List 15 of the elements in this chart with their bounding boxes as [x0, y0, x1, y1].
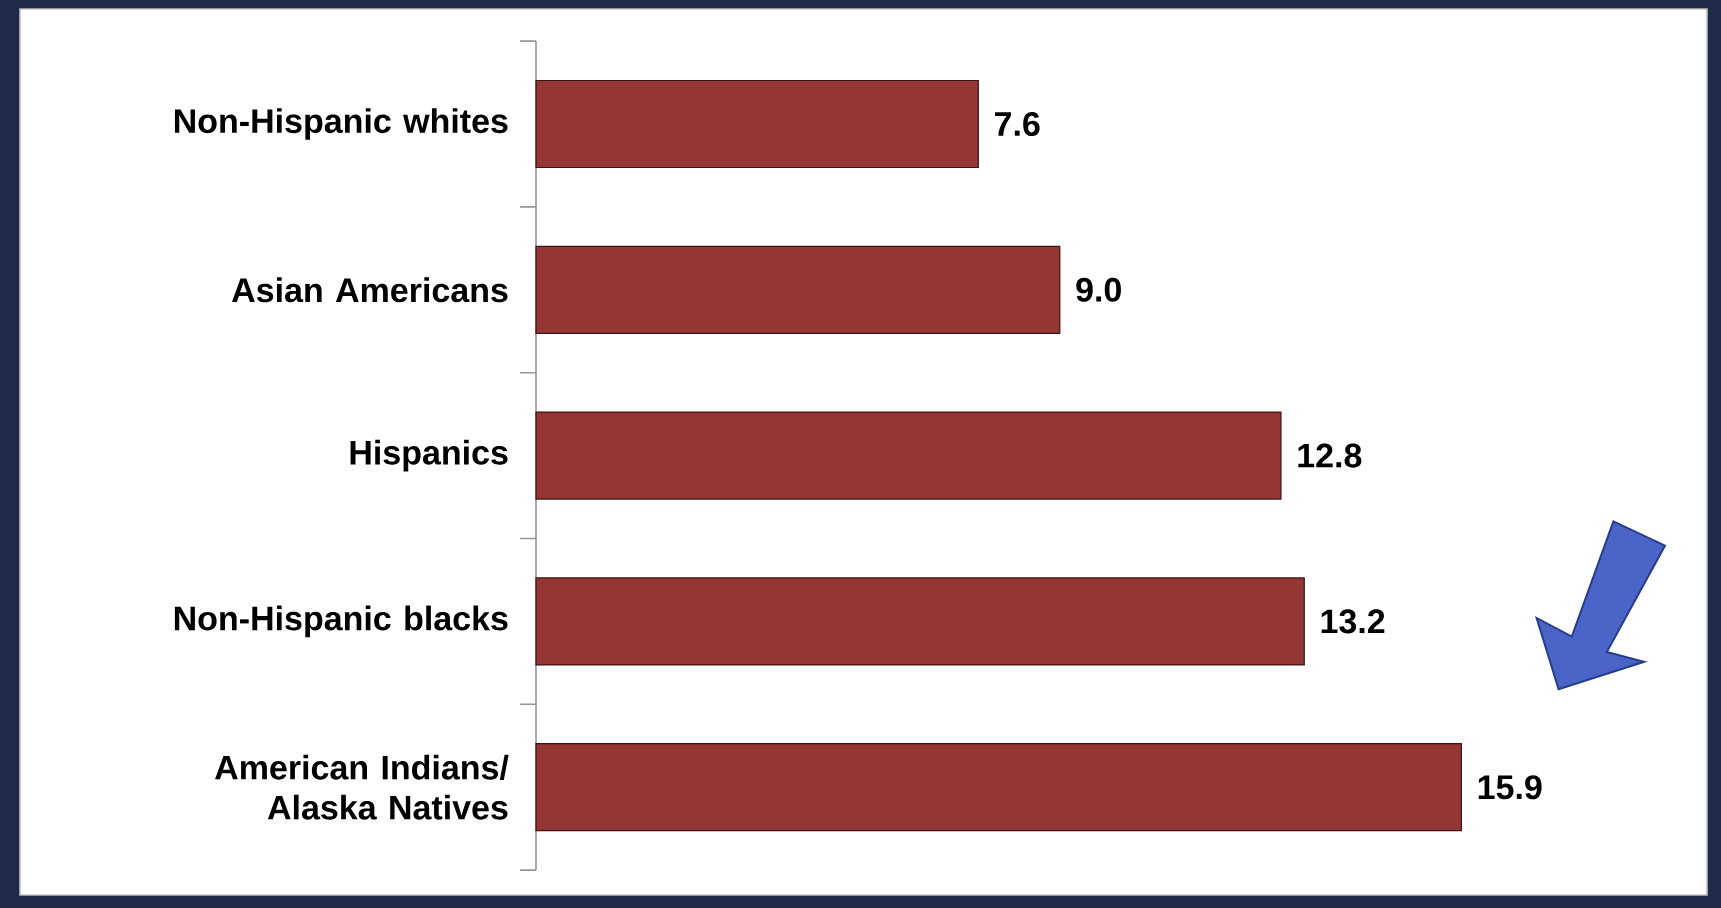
data-label: 7.6 — [995, 111, 1040, 137]
y-tick-label: Hispanics — [350, 439, 508, 472]
bar — [535, 79, 979, 169]
data-label: 13.2 — [1321, 609, 1385, 634]
bar — [535, 743, 1462, 832]
y-tick-label: American Indians/ Alaska Natives — [215, 754, 509, 820]
data-label: 9.0 — [1076, 277, 1121, 302]
y-tick-label: Non-Hispanic blacks — [174, 605, 508, 638]
bar — [535, 577, 1305, 666]
bar — [535, 245, 1061, 334]
data-label: 15.9 — [1478, 775, 1542, 800]
bar — [535, 411, 1282, 500]
data-label: 12.8 — [1298, 443, 1362, 468]
y-tick-label: Non-Hispanic whites — [174, 108, 508, 140]
y-tick-label: Asian Americans — [231, 277, 508, 303]
